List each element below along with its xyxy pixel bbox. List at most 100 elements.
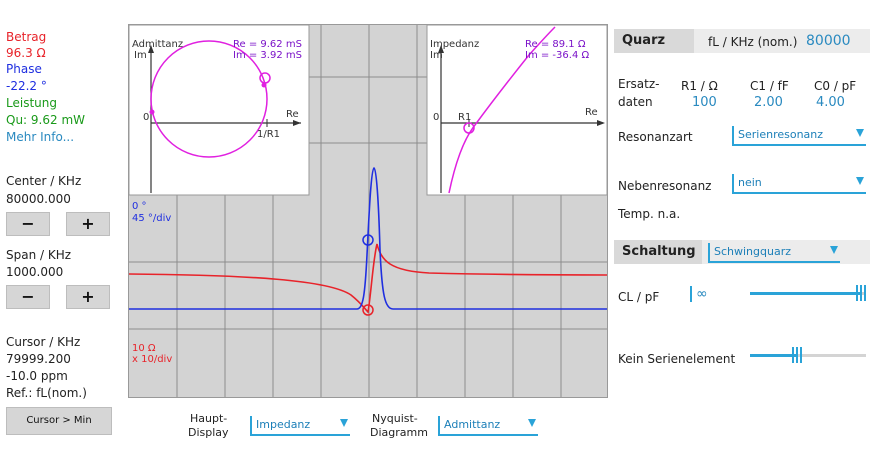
impedanz-zero: 0 <box>433 112 439 123</box>
span-plus-button[interactable]: + <box>66 285 110 309</box>
c0-label: C0 / pF <box>814 79 857 93</box>
c1-value[interactable]: 2.00 <box>754 95 783 110</box>
cursor-ppm: -10.0 ppm <box>6 369 68 383</box>
resonanzart-value: Serienresonanz <box>738 128 824 141</box>
admittanz-im-arrow-icon <box>148 45 154 53</box>
admittanz-title: Admittanz <box>132 39 183 50</box>
impedanz-re-arrow-icon <box>597 120 605 126</box>
impedanz-inset <box>426 25 607 196</box>
admittanz-inset <box>129 25 310 196</box>
ersatz-label-2: daten <box>618 95 653 109</box>
temp-text: Temp. n.a. <box>618 207 681 221</box>
cursor-label: Cursor / KHz <box>6 335 81 349</box>
nyquist-label-1: Nyquist- <box>372 412 418 425</box>
betrag-label: Betrag <box>6 30 47 44</box>
mehr-info-link[interactable]: Mehr Info... <box>6 130 75 144</box>
resonanzart-label: Resonanzart <box>618 130 693 144</box>
mag-scale-div: x 10/div <box>132 354 172 365</box>
magnitude-cursor-marker <box>362 304 374 316</box>
admittanz-zero: 0 <box>143 112 149 123</box>
kein-slider-fill <box>750 354 796 357</box>
fl-value[interactable]: 80000 <box>806 33 851 49</box>
nyquist-label-2: Diagramm <box>370 426 428 439</box>
impedanz-curve <box>448 26 556 194</box>
phase-scale-div: 45 °/div <box>132 213 171 224</box>
impedanz-title: Impedanz <box>430 39 479 50</box>
phase-trace <box>129 167 607 310</box>
haupt-label-1: Haupt- <box>190 412 228 425</box>
magnitude-trace <box>129 243 607 314</box>
mag-scale-offset: 10 Ω <box>132 343 156 354</box>
ersatz-label-1: Ersatz- <box>618 77 660 91</box>
center-label: Center / KHz <box>6 174 82 188</box>
nyquist-select[interactable]: Admittanz <box>438 416 538 436</box>
cl-label: CL / pF <box>618 290 660 304</box>
admittanz-re-arrow-icon <box>293 120 301 126</box>
cl-slider-fill <box>750 292 860 295</box>
nebenresonanz-value: nein <box>738 176 762 189</box>
nyquist-value: Admittanz <box>444 418 501 431</box>
cursor-value: 79999.200 <box>6 352 71 366</box>
admittanz-r1: 1/R1 <box>257 129 280 140</box>
haupt-display-value: Impedanz <box>256 418 311 431</box>
admittanz-im-label: Im <box>134 50 147 61</box>
phase-label: Phase <box>6 62 42 76</box>
quarz-header-bar <box>694 29 870 53</box>
center-plus-button[interactable]: + <box>66 212 110 236</box>
chevron-down-icon <box>830 246 838 254</box>
phase-cursor-marker <box>362 234 374 246</box>
chevron-down-icon <box>856 177 864 185</box>
nebenresonanz-select[interactable]: nein <box>732 174 866 194</box>
plot-area[interactable]: Admittanz Im Re 0 1/R1 Re = 9.62 mS Im =… <box>128 24 608 398</box>
plot-svg: Admittanz Im Re 0 1/R1 Re = 9.62 mS Im =… <box>129 25 607 397</box>
impedanz-im-value: Im = -36.4 Ω <box>525 50 589 61</box>
impedanz-cursor-marker <box>463 122 475 134</box>
center-minus-button[interactable]: − <box>6 212 50 236</box>
betrag-value: 96.3 Ω <box>6 46 46 60</box>
c0-value[interactable]: 4.00 <box>816 95 845 110</box>
c1-label: C1 / fF <box>750 79 789 93</box>
nebenresonanz-label: Nebenresonanz <box>618 179 712 193</box>
admittanz-im-value: Im = 3.92 mS <box>233 50 302 61</box>
phase-value: -22.2 ° <box>6 79 47 93</box>
kein-slider-track[interactable] <box>750 347 866 363</box>
cursor-min-button[interactable]: Cursor > Min <box>6 407 112 435</box>
r1-value[interactable]: 100 <box>692 95 717 110</box>
admittanz-re-value: Re = 9.62 mS <box>233 39 302 50</box>
admittanz-circle <box>150 40 268 158</box>
chevron-down-icon <box>340 419 348 427</box>
kein-slider-handle[interactable] <box>792 347 802 363</box>
haupt-label-2: Display <box>188 426 229 439</box>
cl-input-caret <box>690 286 692 302</box>
cl-value[interactable]: ∞ <box>696 286 708 302</box>
admittanz-re-label: Re <box>286 109 299 120</box>
admittanz-point-b <box>149 109 155 115</box>
resonanzart-select[interactable]: Serienresonanz <box>732 126 866 146</box>
impedanz-im-label: Im <box>430 50 443 61</box>
phase-scale-offset: 0 ° <box>132 201 147 212</box>
cl-slider-track[interactable] <box>750 285 866 301</box>
span-minus-button[interactable]: − <box>6 285 50 309</box>
kein-serienelement-label: Kein Serienelement <box>618 352 736 366</box>
haupt-display-select[interactable]: Impedanz <box>250 416 350 436</box>
admittanz-point-a <box>261 82 267 88</box>
impedanz-re-label: Re <box>585 107 598 118</box>
impedanz-r1: R1 <box>458 112 471 123</box>
span-value[interactable]: 1000.000 <box>6 265 64 279</box>
r1-label: R1 / Ω <box>681 79 718 93</box>
impedanz-im-arrow-icon <box>438 45 444 53</box>
center-value[interactable]: 80000.000 <box>6 192 71 206</box>
fl-label: fL / KHz (nom.) <box>708 35 798 49</box>
schaltung-value: Schwingquarz <box>714 245 791 258</box>
leistung-value: Qu: 9.62 mW <box>6 113 85 127</box>
schaltung-header: Schaltung <box>614 240 702 264</box>
quarz-header: Quarz <box>614 29 694 53</box>
schaltung-header-bar <box>702 240 870 264</box>
cl-slider-handle[interactable] <box>856 285 866 301</box>
chevron-down-icon <box>856 129 864 137</box>
chevron-down-icon <box>528 419 536 427</box>
impedanz-re-value: Re = 89.1 Ω <box>525 39 586 50</box>
schaltung-select[interactable]: Schwingquarz <box>708 243 840 263</box>
span-label: Span / KHz <box>6 248 72 262</box>
cursor-ref: Ref.: fL(nom.) <box>6 386 87 400</box>
